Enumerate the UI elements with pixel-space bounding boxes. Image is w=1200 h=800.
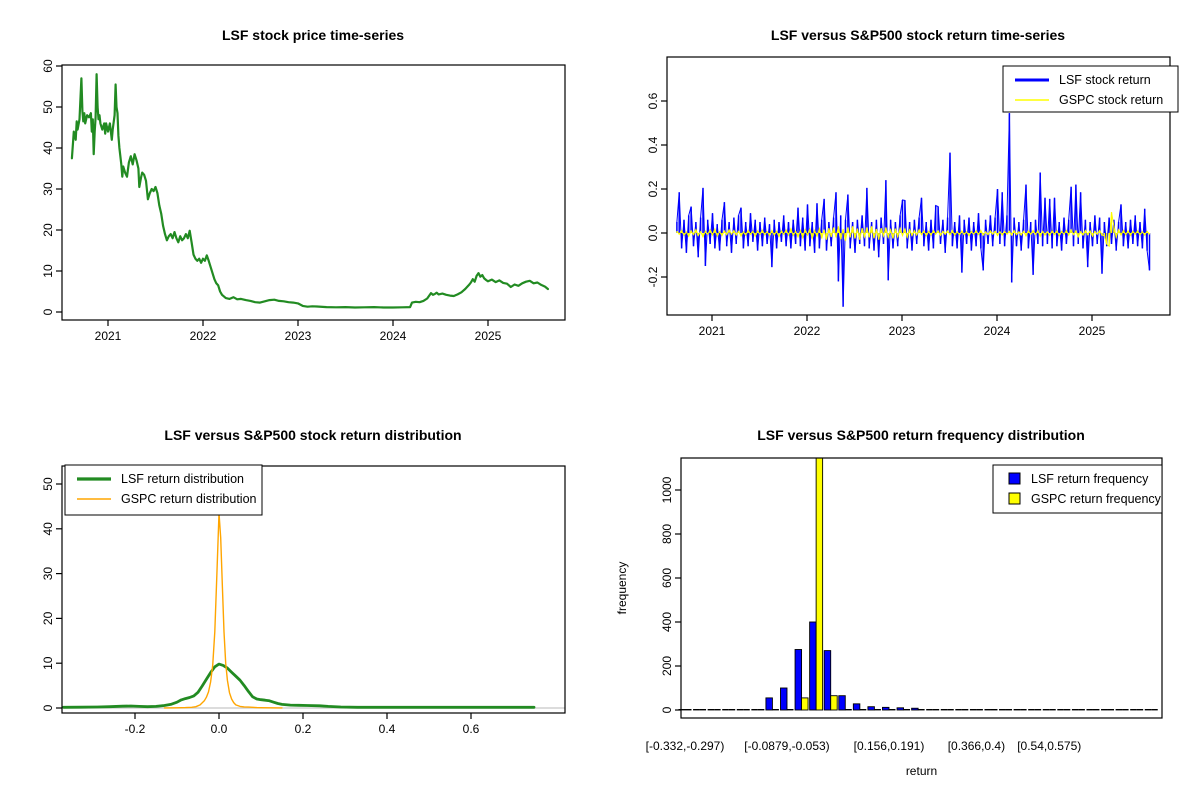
panel-return-timeseries: LSF versus S&P500 stock return time-seri… <box>600 0 1200 400</box>
svg-text:30: 30 <box>41 182 55 196</box>
svg-text:1000: 1000 <box>660 476 674 503</box>
return-distribution-plot: -0.2 0.0 0.2 0.4 0.6 0 10 20 30 40 50 LSF return di… <box>41 464 566 736</box>
svg-text:0.2: 0.2 <box>646 180 660 197</box>
plot-border <box>666 56 1171 316</box>
svg-text:60: 60 <box>41 59 55 73</box>
svg-text:50: 50 <box>41 100 55 114</box>
svg-text:600: 600 <box>660 568 674 588</box>
svg-text:[-0.332,-0.297): [-0.332,-0.297) <box>646 739 725 753</box>
svg-text:2021: 2021 <box>699 324 726 338</box>
chart-title-frequency: LSF versus S&P500 return frequency distr… <box>757 427 1085 443</box>
chart-title-price: LSF stock price time-series <box>221 27 405 43</box>
svg-text:0.6: 0.6 <box>646 92 660 109</box>
svg-text:0.6: 0.6 <box>463 722 480 736</box>
series-lsf-return-distribution <box>62 662 536 709</box>
return-timeseries-plot: 2021 2022 2023 2024 2025 -0.2 0.0 0.2 0.4 0.6 LSF … <box>646 56 1179 338</box>
svg-text:[0.156,0.191): [0.156,0.191) <box>854 739 925 753</box>
svg-text:800: 800 <box>660 524 674 544</box>
panel-frequency-histogram: LSF versus S&P500 return frequency distr… <box>600 400 1200 800</box>
svg-text:0: 0 <box>41 704 55 711</box>
svg-text:LSF stock return: LSF stock return <box>1059 73 1151 87</box>
panel-return-distribution: LSF versus S&P500 stock return distribut… <box>0 400 600 800</box>
svg-text:0.2: 0.2 <box>295 722 312 736</box>
legend: LSF return distribution GSPC return distr… <box>64 464 263 516</box>
svg-text:10: 10 <box>41 656 55 670</box>
svg-text:LSF return frequency: LSF return frequency <box>1031 472 1149 486</box>
svg-text:2025: 2025 <box>475 329 502 343</box>
svg-text:0: 0 <box>41 308 55 315</box>
legend: LSF stock return GSPC stock return <box>1002 65 1179 113</box>
svg-text:10: 10 <box>41 264 55 278</box>
series-gspc-return-distribution <box>163 512 283 709</box>
svg-text:2023: 2023 <box>889 324 916 338</box>
svg-text:30: 30 <box>41 567 55 581</box>
svg-text:-0.2: -0.2 <box>125 722 146 736</box>
frequency-histogram-plot: [-0.332,-0.297) [-0.0879,-0.053) [0.156,0.… <box>615 457 1163 778</box>
series-lsf-stock-return <box>676 113 1151 307</box>
svg-text:GSPC return frequency: GSPC return frequency <box>1031 492 1162 506</box>
svg-text:0.4: 0.4 <box>379 722 396 736</box>
svg-text:0.0: 0.0 <box>646 224 660 241</box>
svg-text:40: 40 <box>41 522 55 536</box>
svg-text:200: 200 <box>660 656 674 676</box>
svg-text:0.0: 0.0 <box>211 722 228 736</box>
series-gspc-stock-return <box>676 212 1151 248</box>
svg-text:2024: 2024 <box>380 329 407 343</box>
plot-border <box>61 64 566 321</box>
histogram-bars <box>678 457 1158 711</box>
x-axis-label: return <box>906 764 937 778</box>
svg-text:2022: 2022 <box>794 324 821 338</box>
svg-text:20: 20 <box>41 611 55 625</box>
panel-price-timeseries: LSF stock price time-series 2021 2022 2023… <box>0 0 600 400</box>
svg-text:[-0.0879,-0.053): [-0.0879,-0.053) <box>744 739 829 753</box>
y-axis-label: frequency <box>615 562 629 615</box>
svg-text:2023: 2023 <box>285 329 312 343</box>
svg-text:400: 400 <box>660 612 674 632</box>
svg-text:0: 0 <box>660 706 674 713</box>
svg-text:2021: 2021 <box>95 329 122 343</box>
plot-border <box>680 457 1163 719</box>
svg-text:2025: 2025 <box>1079 324 1106 338</box>
svg-text:50: 50 <box>41 477 55 491</box>
plot-border <box>61 465 566 714</box>
svg-text:-0.2: -0.2 <box>646 266 660 287</box>
svg-text:2022: 2022 <box>190 329 217 343</box>
svg-text:2024: 2024 <box>984 324 1011 338</box>
svg-text:[0.366,0.4): [0.366,0.4) <box>948 739 1005 753</box>
svg-text:0.4: 0.4 <box>646 136 660 153</box>
chart-title-returns: LSF versus S&P500 stock return time-seri… <box>770 27 1066 43</box>
svg-text:GSPC return distribution: GSPC return distribution <box>121 492 257 506</box>
svg-text:[0.54,0.575): [0.54,0.575) <box>1017 739 1081 753</box>
series-lsf-stock-price <box>70 73 550 309</box>
price-timeseries-plot: 2021 2022 2023 2024 2025 0 10 20 30 40 50 60 <box>41 59 566 343</box>
chart-title-distribution: LSF versus S&P500 stock return distribut… <box>164 427 462 443</box>
svg-text:20: 20 <box>41 223 55 237</box>
legend: LSF return frequency GSPC return frequenc… <box>992 464 1163 514</box>
svg-text:40: 40 <box>41 141 55 155</box>
svg-text:GSPC stock return: GSPC stock return <box>1059 93 1163 107</box>
svg-text:LSF return distribution: LSF return distribution <box>121 472 244 486</box>
